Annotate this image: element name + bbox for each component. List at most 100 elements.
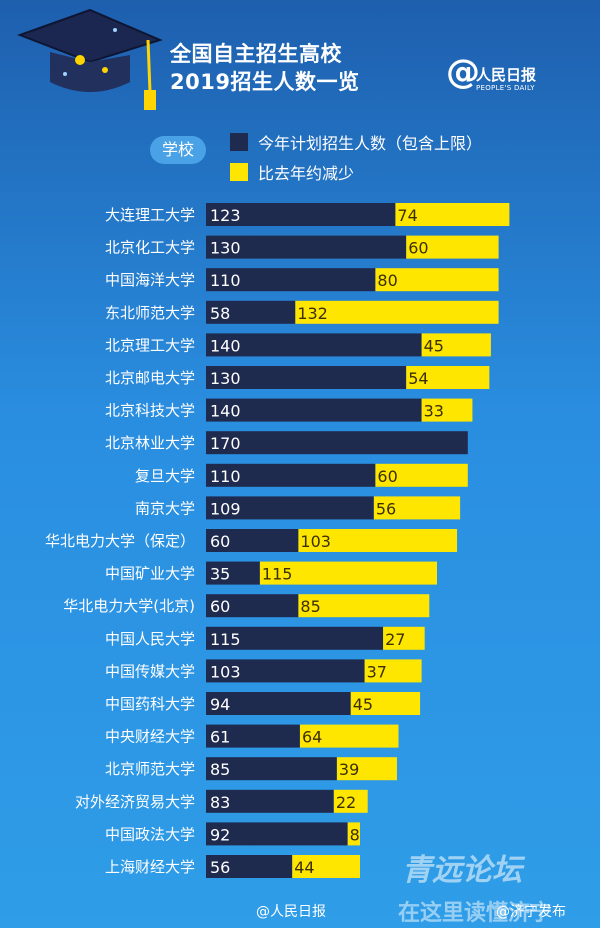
value-label-plan: 61 — [210, 728, 230, 747]
bar-plan — [206, 724, 300, 748]
value-label-plan: 83 — [210, 793, 230, 812]
bar-decrease — [299, 724, 399, 748]
category-label: 北京邮电大学 — [105, 369, 195, 387]
bar-decrease — [259, 561, 437, 585]
bar-decrease — [295, 300, 499, 324]
bar-plan — [206, 692, 351, 715]
legend-swatch-plan — [230, 133, 248, 151]
logo-subtitle: PEOPLE'S DAILY — [476, 84, 535, 92]
value-label-decrease: 44 — [294, 858, 314, 877]
value-label-plan: 170 — [210, 434, 241, 453]
category-label: 北京化工大学 — [105, 239, 195, 257]
value-label-decrease: 45 — [424, 336, 444, 355]
value-label-plan: 140 — [210, 336, 241, 355]
value-label-plan: 130 — [210, 369, 241, 388]
bar-decrease — [421, 333, 491, 357]
category-label: 北京科技大学 — [105, 402, 195, 420]
bar-decrease — [350, 692, 421, 715]
value-label-plan: 60 — [210, 532, 230, 551]
category-label: 中国海洋大学 — [105, 271, 195, 289]
school-column-label: 学校 — [150, 136, 206, 164]
category-label: 中国矿业大学 — [105, 565, 195, 583]
watermark: 青远论坛 在这里读懂济宁 — [398, 853, 552, 926]
value-label-plan: 115 — [210, 630, 241, 649]
bar-decrease — [383, 626, 425, 650]
bar-decrease — [373, 496, 461, 520]
value-label-plan: 35 — [210, 565, 230, 584]
category-label: 华北电力大学(北京) — [63, 597, 195, 615]
bar-decrease — [336, 757, 397, 781]
bar-decrease — [347, 822, 360, 846]
bar-decrease — [298, 529, 458, 552]
bar-decrease — [395, 203, 510, 226]
bar-plan — [206, 561, 260, 585]
bar-plan — [206, 398, 422, 422]
bar-decrease — [364, 659, 422, 683]
bar-plan — [206, 268, 376, 292]
logo-name: 人民日报 — [476, 66, 537, 84]
value-label-plan: 110 — [210, 467, 241, 486]
value-label-decrease: 27 — [385, 630, 405, 649]
category-label: 东北师范大学 — [105, 304, 195, 322]
value-label-plan: 56 — [210, 858, 230, 877]
bar-plan — [206, 496, 374, 520]
bar-plan — [206, 822, 348, 846]
value-label-decrease: 37 — [367, 662, 387, 681]
category-label: 上海财经大学 — [105, 858, 195, 876]
category-label: 中央财经大学 — [105, 728, 195, 746]
value-label-plan: 109 — [210, 499, 241, 518]
bar-plan — [206, 203, 396, 226]
bar-decrease — [406, 366, 490, 389]
value-label-decrease: 33 — [424, 402, 444, 421]
value-label-decrease: 80 — [377, 271, 397, 290]
value-label-decrease: 8 — [350, 825, 360, 844]
value-label-plan: 60 — [210, 597, 230, 616]
category-label: 北京理工大学 — [105, 336, 195, 354]
title-line-2: 2019招生人数一览 — [170, 70, 360, 94]
footer-source-left: @人民日报 — [256, 904, 326, 920]
value-label-decrease: 45 — [353, 695, 373, 714]
value-label-decrease: 22 — [336, 793, 356, 812]
bar-plan — [206, 529, 299, 552]
category-label: 北京师范大学 — [105, 760, 195, 778]
watermark-line-2: 在这里读懂济宁 — [398, 900, 552, 926]
bar-decrease — [292, 855, 360, 878]
bar-plan — [206, 594, 299, 618]
value-label-decrease: 60 — [408, 239, 428, 258]
value-label-decrease: 60 — [377, 467, 397, 486]
category-label: 大连理工大学 — [105, 206, 195, 224]
value-label-decrease: 74 — [397, 206, 417, 225]
bar-plan — [206, 235, 407, 259]
bar-plan — [206, 333, 422, 357]
bar-decrease — [375, 268, 499, 292]
bar-decrease — [333, 789, 368, 813]
value-label-decrease: 85 — [300, 597, 320, 616]
value-label-plan: 130 — [210, 239, 241, 258]
bar-decrease — [421, 398, 473, 422]
value-label-plan: 85 — [210, 760, 230, 779]
value-label-plan: 123 — [210, 206, 241, 225]
value-label-decrease: 64 — [302, 728, 322, 747]
value-label-decrease: 56 — [376, 499, 396, 518]
category-label: 中国政法大学 — [105, 825, 195, 843]
value-label-decrease: 115 — [262, 565, 293, 584]
legend-label-plan: 今年计划招生人数（包含上限） — [258, 134, 483, 153]
at-icon: @ — [446, 52, 480, 92]
bar-decrease — [406, 235, 499, 259]
chart-title: 全国自主招生高校 2019招生人数一览 — [170, 40, 430, 96]
category-label: 对外经济贸易大学 — [75, 793, 195, 811]
category-label: 北京林业大学 — [105, 434, 195, 452]
category-label: 复旦大学 — [135, 467, 195, 485]
value-label-decrease: 132 — [297, 304, 328, 323]
graduation-cap-icon — [17, 8, 163, 110]
value-label-decrease: 103 — [300, 532, 331, 551]
category-label: 华北电力大学（保定） — [45, 532, 195, 550]
value-label-decrease: 54 — [408, 369, 428, 388]
category-label: 中国药科大学 — [105, 695, 195, 713]
value-label-plan: 140 — [210, 402, 241, 421]
value-label-plan: 103 — [210, 662, 241, 681]
category-label: 南京大学 — [135, 499, 195, 517]
value-label-plan: 94 — [210, 695, 230, 714]
value-label-plan: 92 — [210, 825, 230, 844]
